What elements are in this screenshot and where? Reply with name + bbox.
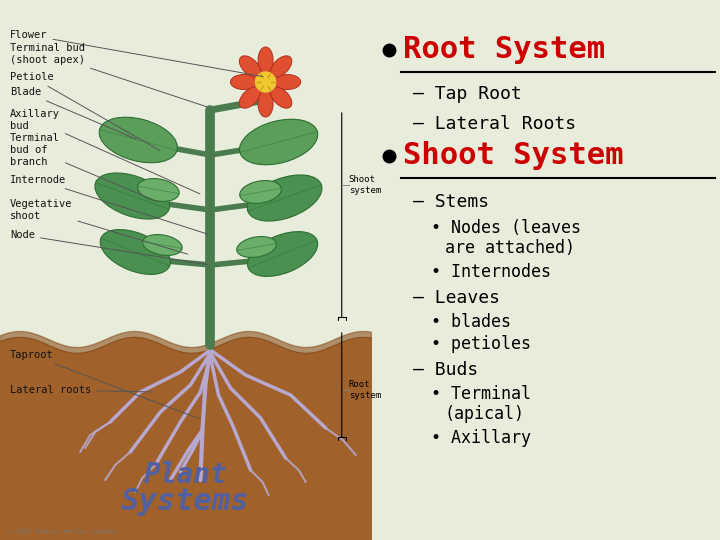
- Text: • blades: • blades: [431, 313, 510, 331]
- Ellipse shape: [271, 56, 292, 77]
- Text: Systems: Systems: [121, 488, 250, 516]
- Ellipse shape: [240, 180, 282, 204]
- Text: • Axillary: • Axillary: [431, 429, 531, 447]
- Text: – Lateral Roots: – Lateral Roots: [413, 115, 576, 133]
- Text: Terminal
bud of
branch: Terminal bud of branch: [10, 133, 156, 201]
- Text: Root System: Root System: [402, 36, 605, 64]
- Text: – Stems: – Stems: [413, 193, 489, 211]
- Text: Root
system: Root system: [348, 380, 381, 400]
- Ellipse shape: [247, 175, 322, 221]
- Text: Internode: Internode: [10, 175, 208, 234]
- Text: • petioles: • petioles: [431, 335, 531, 353]
- Ellipse shape: [230, 75, 256, 90]
- Ellipse shape: [239, 87, 261, 108]
- Ellipse shape: [95, 173, 170, 219]
- Text: © 1999 Addison Wesley Longman,: © 1999 Addison Wesley Longman,: [8, 529, 120, 534]
- Text: Terminal bud
(shoot apex): Terminal bud (shoot apex): [10, 43, 208, 107]
- Text: Shoot
system: Shoot system: [348, 176, 381, 195]
- Circle shape: [256, 72, 276, 92]
- Text: Shoot System: Shoot System: [402, 141, 624, 171]
- Text: Axillary
bud: Axillary bud: [10, 109, 200, 194]
- Ellipse shape: [271, 87, 292, 108]
- Text: Plant: Plant: [143, 461, 228, 489]
- Ellipse shape: [99, 117, 177, 163]
- Ellipse shape: [274, 75, 301, 90]
- Ellipse shape: [143, 234, 182, 255]
- Text: – Tap Root: – Tap Root: [413, 85, 521, 103]
- Text: Blade: Blade: [10, 87, 136, 139]
- Text: (apical): (apical): [445, 405, 525, 423]
- Ellipse shape: [239, 56, 261, 77]
- Text: Petiole: Petiole: [10, 72, 160, 151]
- Ellipse shape: [240, 119, 318, 165]
- Text: Node: Node: [10, 230, 207, 265]
- Ellipse shape: [100, 230, 171, 274]
- Text: are attached): are attached): [445, 239, 575, 257]
- Text: • Internodes: • Internodes: [431, 263, 551, 281]
- Text: Lateral roots: Lateral roots: [10, 385, 153, 395]
- Text: Flower: Flower: [10, 30, 263, 77]
- Text: Taproot: Taproot: [10, 350, 200, 419]
- Text: • Nodes (leaves: • Nodes (leaves: [431, 219, 580, 237]
- Text: – Leaves: – Leaves: [413, 289, 500, 307]
- Text: – Buds: – Buds: [413, 361, 478, 379]
- Ellipse shape: [138, 179, 179, 201]
- Ellipse shape: [258, 47, 273, 73]
- Ellipse shape: [258, 91, 273, 117]
- Ellipse shape: [237, 237, 276, 258]
- Text: Vegetative
shoot: Vegetative shoot: [10, 199, 188, 254]
- Text: • Terminal: • Terminal: [431, 385, 531, 403]
- Ellipse shape: [248, 232, 318, 276]
